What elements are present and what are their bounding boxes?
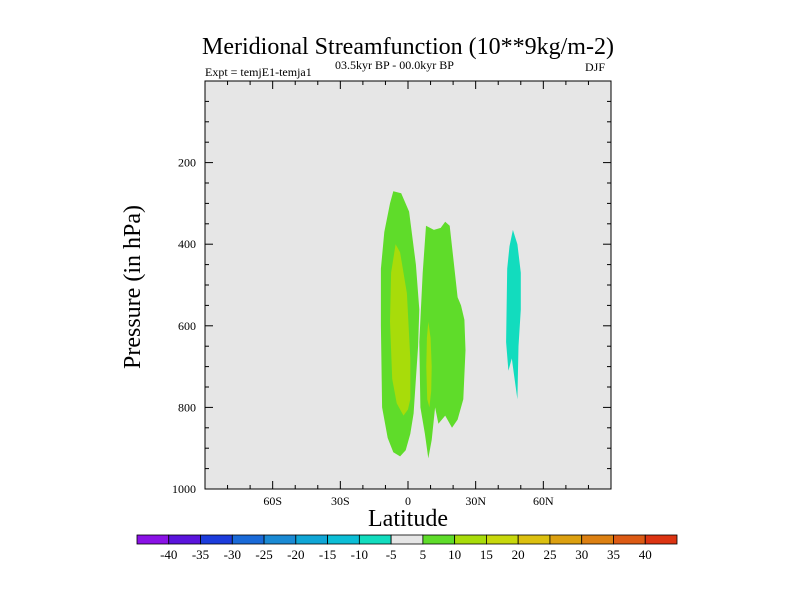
y-axis: 200 400 600 800 1000 <box>172 100 611 496</box>
x-tick-label: 30S <box>331 494 350 508</box>
colorbar-label: -15 <box>319 547 336 562</box>
y-tick-label: 400 <box>178 237 196 251</box>
colorbar-label: -30 <box>224 547 241 562</box>
colorbar-box <box>517 534 551 545</box>
colorbar-label: 35 <box>607 547 620 562</box>
x-tick-label: 30N <box>465 494 486 508</box>
y-axis-label: Pressure (in hPa) <box>120 205 146 369</box>
colorbar-box <box>327 534 360 545</box>
region-positive-cell-right <box>419 221 466 459</box>
y-tick-label: 200 <box>178 156 196 170</box>
y-tick-label: 1000 <box>172 482 196 496</box>
x-tick-label: 0 <box>405 494 411 508</box>
colorbar-label: 5 <box>420 547 427 562</box>
contour-regions <box>380 191 521 459</box>
colorbar-box <box>549 534 583 545</box>
colorbar-label: 40 <box>639 547 652 562</box>
colorbar-label: 30 <box>575 547 588 562</box>
colorbar-label: -35 <box>192 547 209 562</box>
x-tick-label: 60S <box>263 494 282 508</box>
x-axis: 60S 30S 0 30N 60N <box>227 81 589 508</box>
colorbar-box <box>295 534 328 545</box>
colorbar-box <box>422 534 456 545</box>
experiment-label: Expt = temjE1-temja1 <box>205 65 312 79</box>
season-label: DJF <box>585 60 605 74</box>
colorbar-box <box>168 534 201 545</box>
colorbar-label: -40 <box>160 547 177 562</box>
colorbar-box <box>231 534 265 545</box>
colorbar-box <box>200 534 233 545</box>
colorbar-box <box>581 534 614 545</box>
colorbar-label: -20 <box>287 547 304 562</box>
region-negative-cell <box>506 229 521 400</box>
colorbar-label: 10 <box>448 547 461 562</box>
colorbar-label: -5 <box>386 547 397 562</box>
colorbar-label: 25 <box>543 547 556 562</box>
colorbar <box>136 534 678 545</box>
colorbar-box <box>644 534 678 545</box>
colorbar-box <box>263 534 297 545</box>
chart-title: Meridional Streamfunction (10**9kg/m-2) <box>202 34 614 60</box>
colorbar-label: -10 <box>351 547 368 562</box>
colorbar-label: 15 <box>480 547 493 562</box>
period-label: 03.5kyr BP - 00.0kyr BP <box>335 58 454 72</box>
colorbar-box <box>136 534 170 545</box>
colorbar-label: 20 <box>512 547 525 562</box>
colorbar-box <box>358 534 392 545</box>
x-axis-label: Latitude <box>368 506 448 532</box>
x-tick-label: 60N <box>533 494 554 508</box>
region-core-left <box>390 244 411 416</box>
colorbar-label: -25 <box>255 547 272 562</box>
colorbar-labels: -40 -35 -30 -25 -20 -15 -10 -5 5 10 15 20 25 30 35 40 <box>160 547 652 562</box>
colorbar-box <box>613 534 646 545</box>
region-core-right <box>426 321 432 408</box>
colorbar-box <box>390 534 424 545</box>
colorbar-box <box>454 534 487 545</box>
y-tick-label: 600 <box>178 319 196 333</box>
y-tick-label: 800 <box>178 400 196 414</box>
colorbar-box <box>486 534 519 545</box>
